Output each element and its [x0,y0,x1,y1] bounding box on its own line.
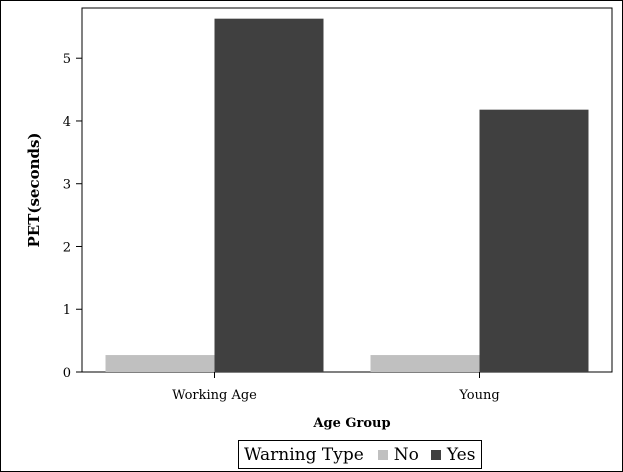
legend-swatch-yes [430,449,441,460]
bar-yes-working-age [214,18,324,372]
bar-yes-young [479,109,589,372]
y-tick-label: 2 [63,240,71,255]
legend-swatch-no [377,449,388,460]
x-tick-label: Young [458,388,499,403]
legend-title: Warning Type [244,444,364,465]
y-axis: 0 1 2 3 4 5 [63,52,82,381]
y-tick-label: 3 [63,178,71,193]
x-tick-label: Working Age [172,388,257,403]
bar-no-young [370,355,480,372]
y-tick-label: 5 [63,52,71,67]
legend: Warning Type No Yes [238,440,483,469]
plot-border [81,7,613,373]
y-axis-label: PET(seconds) [25,132,43,247]
x-axis-label: Age Group [312,416,390,431]
legend-entry-yes: Yes [430,444,476,465]
plot-area [81,7,613,373]
legend-entry-no: No [377,444,419,465]
y-tick-label: 4 [63,115,71,130]
legend-label-yes: Yes [446,444,476,465]
y-tick-label: 0 [63,366,71,381]
x-axis: Working Age Young [172,372,500,403]
legend-label-no: No [393,444,419,465]
y-tick-label: 1 [63,303,71,318]
bar-no-working-age [105,355,215,372]
